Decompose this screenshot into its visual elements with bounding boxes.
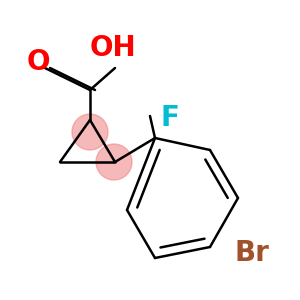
Text: OH: OH	[90, 34, 136, 62]
Circle shape	[96, 144, 132, 180]
Text: F: F	[160, 104, 179, 132]
Circle shape	[72, 114, 108, 150]
Text: O: O	[26, 48, 50, 76]
Text: Br: Br	[235, 239, 269, 267]
